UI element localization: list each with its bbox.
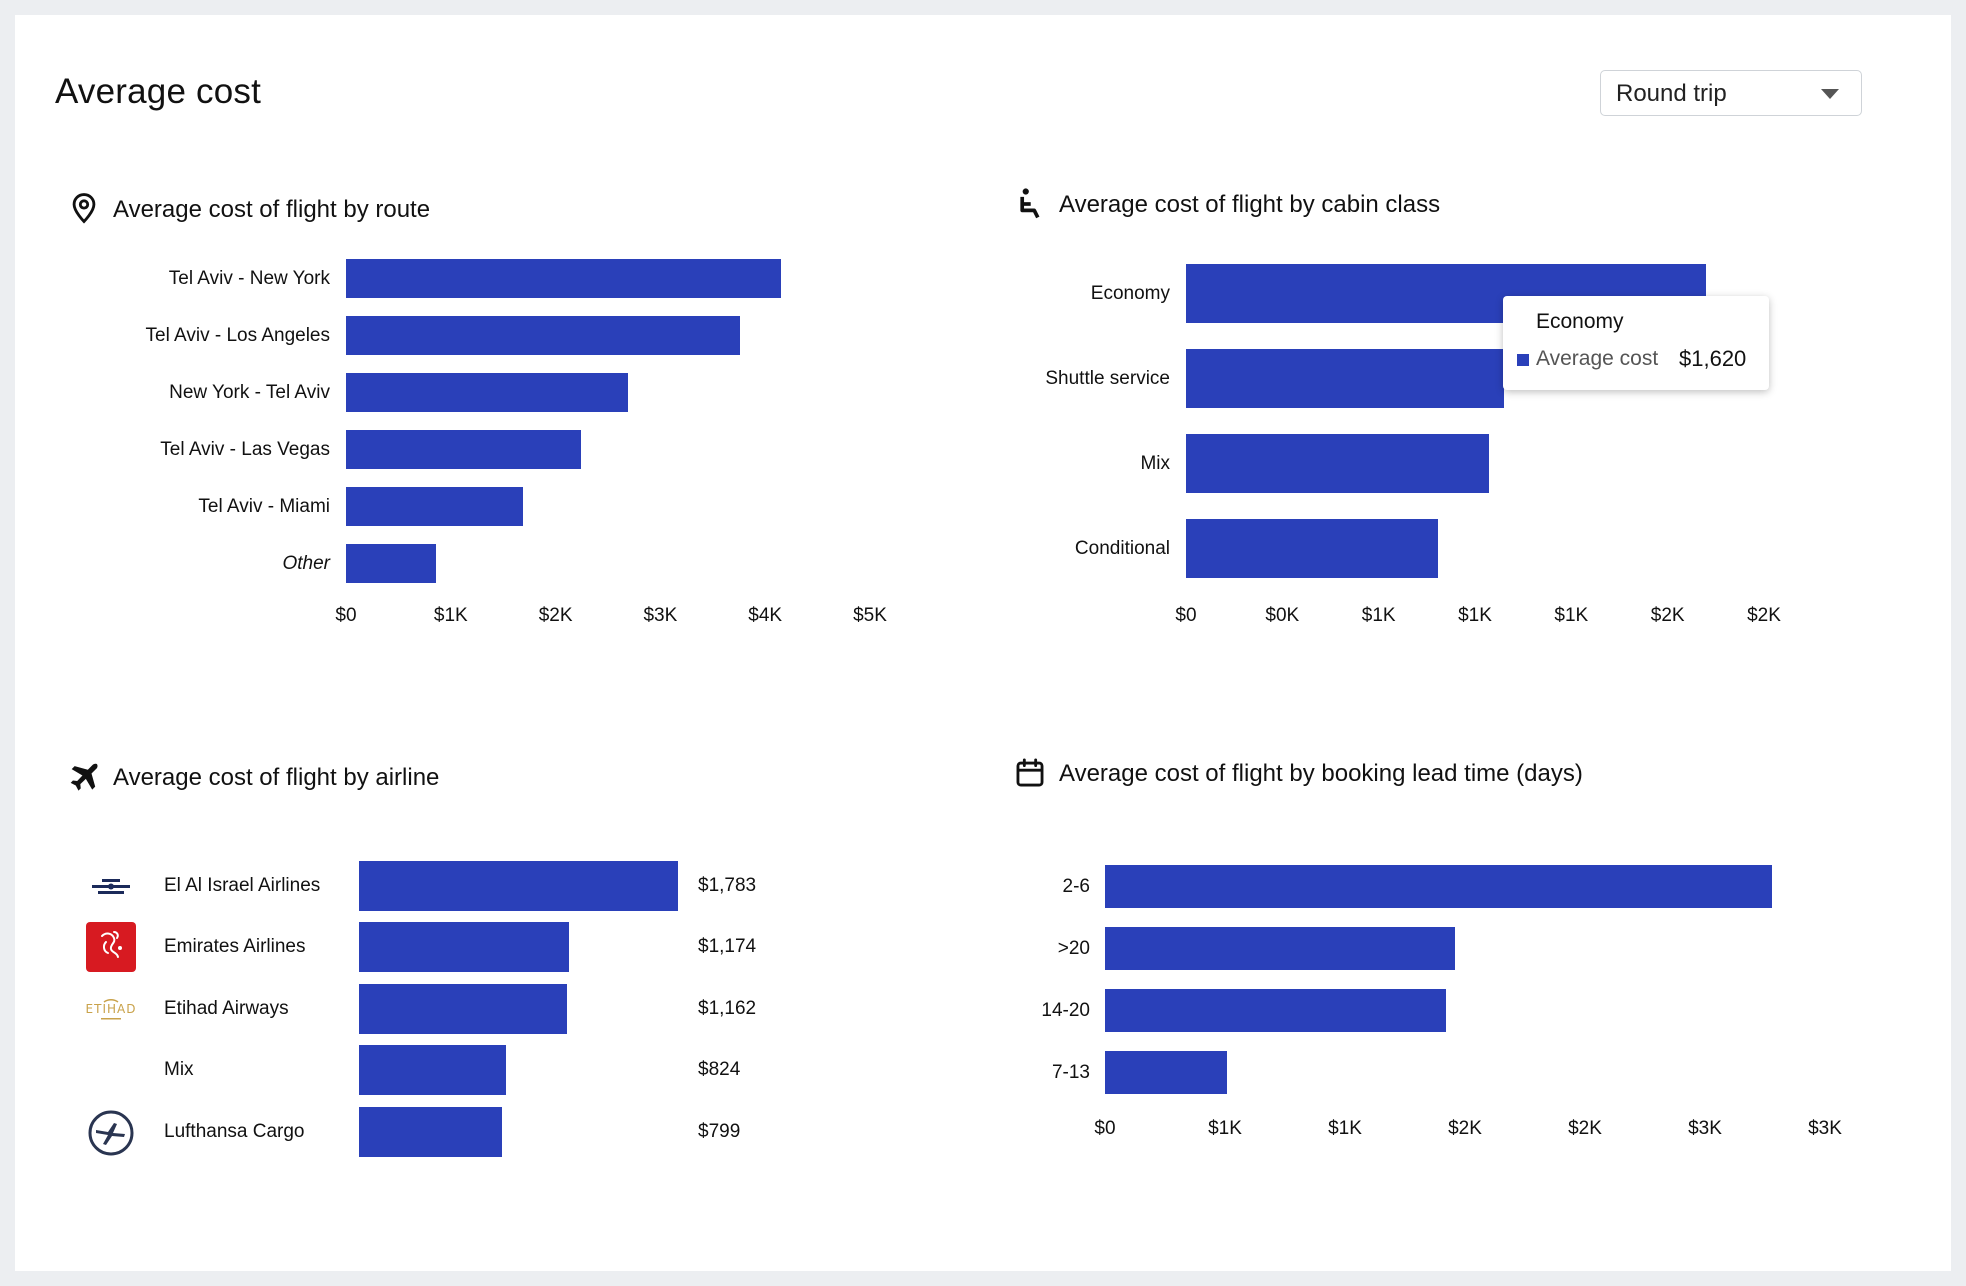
chart-tooltip: Economy Average cost $1,620 [1503,296,1769,390]
lead-chart-title: Average cost of flight by booking lead t… [1059,760,1583,787]
x-tick-label: $2K [1568,1118,1602,1139]
trip-type-value: Round trip [1616,80,1727,107]
x-tick-label: $1K [1554,605,1589,626]
x-tick-label: $1K [1361,605,1396,626]
x-tick-label: $3K [1688,1118,1722,1139]
x-tick-label: $1K [433,605,468,626]
airline-name-label: El Al Israel Airlines [164,875,321,896]
cabin-chart-title: Average cost of flight by cabin class [1059,191,1441,218]
airline-chart-title: Average cost of flight by airline [113,764,440,791]
x-tick-label: $0 [335,605,357,626]
airline-name-label: Etihad Airways [164,998,289,1019]
bar-category-label: 7-13 [1051,1061,1090,1083]
bar [1186,434,1490,493]
seat-icon [1020,188,1040,219]
x-tick-label: $5K [853,605,887,626]
dashboard-card [15,15,1951,1271]
x-tick-label: $2K [1448,1118,1482,1139]
bar [346,430,581,469]
bar [359,1045,507,1095]
etihad-logo: ETIHAD [86,999,137,1020]
bar-category-label: >20 [1057,937,1090,959]
airline-name-label: Lufthansa Cargo [164,1121,305,1142]
x-tick-label: $3K [643,605,678,626]
x-tick-label: $2K [1650,605,1685,626]
bar-category-label: Tel Aviv - New York [168,267,330,289]
bar [346,259,781,298]
bar-category-label: Economy [1090,282,1170,304]
bar-category-label: Conditional [1074,537,1170,559]
bar-category-label: 14-20 [1041,999,1090,1021]
bar-value-label: $824 [698,1059,741,1080]
bar [1186,349,1504,408]
bar [359,984,567,1034]
bar [1105,1051,1228,1094]
x-tick-label: $3K [1808,1118,1842,1139]
page-title: Average cost [55,72,262,111]
bar [346,316,741,355]
x-tick-label: $1K [1208,1118,1242,1139]
tooltip-series-label: Average cost [1536,347,1659,370]
tooltip-legend-swatch [1517,354,1529,366]
bar-category-label: Mix [1140,452,1170,474]
x-tick-label: $0K [1265,605,1300,626]
x-tick-label: $4K [748,605,783,626]
chevron-down-icon [1821,89,1839,99]
lufthansa-logo [88,1110,134,1156]
emirates-logo [86,922,136,972]
bar [1186,519,1438,578]
bar [1105,927,1456,970]
route-chart-title: Average cost of flight by route [113,196,431,223]
bar-category-label: Tel Aviv - Las Vegas [160,438,330,460]
bar [359,1107,502,1157]
bar [359,861,678,911]
x-tick-label: $2K [1747,605,1781,626]
bar-category-label: Other [282,552,330,574]
bar [1105,865,1773,908]
airline-name-label: Emirates Airlines [164,936,306,957]
bar [359,922,570,972]
bar [1105,989,1446,1032]
airplane-icon [70,763,98,791]
bar-category-label: Tel Aviv - Los Angeles [145,324,330,346]
bar-category-label: New York - Tel Aviv [169,381,330,403]
x-tick-label: $0 [1094,1118,1116,1139]
location-pin-icon [72,193,96,224]
x-tick-label: $1K [1328,1118,1362,1139]
bar-category-label: 2-6 [1062,875,1090,897]
el-al-logo [92,879,130,894]
bar-value-label: $1,162 [698,998,757,1019]
bar-value-label: $1,174 [698,936,757,957]
bar-category-label: Shuttle service [1045,367,1170,389]
x-tick-label: $0 [1175,605,1197,626]
x-tick-label: $1K [1458,605,1492,626]
tooltip-title: Economy [1536,310,1624,333]
x-tick-label: $2K [538,605,573,626]
bar [346,544,437,583]
trip-type-select[interactable]: Round trip [1600,70,1862,116]
bar [346,373,628,412]
calendar-icon [1016,758,1044,787]
bar-category-label: Tel Aviv - Miami [198,495,330,517]
airline-name-label: Mix [164,1059,194,1080]
bar [346,487,524,526]
svg-text:ETIHAD: ETIHAD [86,1002,137,1016]
bar-value-label: $1,783 [698,875,757,896]
bar-value-label: $799 [698,1121,741,1142]
tooltip-value: $1,620 [1679,346,1747,371]
